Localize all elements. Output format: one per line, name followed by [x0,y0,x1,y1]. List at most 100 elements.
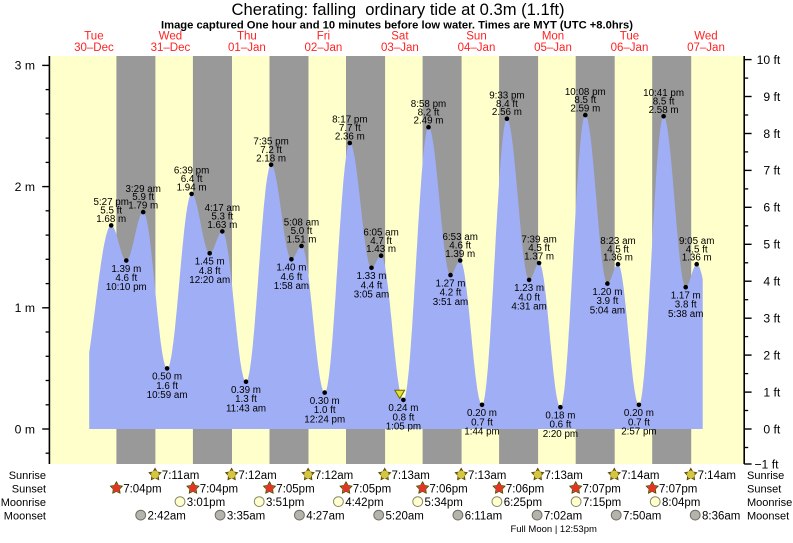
svg-text:Moonset: Moonset [4,510,46,522]
svg-text:7:14am: 7:14am [621,470,659,482]
svg-text:0.7 ft: 0.7 ft [471,417,493,428]
svg-text:5:04 am: 5:04 am [590,305,625,316]
svg-text:0.50 m: 0.50 m [152,372,182,383]
svg-text:2.49 m: 2.49 m [414,116,444,127]
svg-text:7:39 am: 7:39 am [521,235,556,246]
svg-text:7:05pm: 7:05pm [276,483,314,495]
svg-text:5.9 ft: 5.9 ft [132,192,154,203]
svg-text:7:15pm: 7:15pm [583,497,621,509]
svg-text:7:14am: 7:14am [698,470,736,482]
svg-text:Wed: Wed [694,30,717,42]
svg-text:3.8 ft: 3.8 ft [675,300,697,311]
svg-text:1.6 ft: 1.6 ft [156,381,178,392]
svg-text:0.8 ft: 0.8 ft [393,412,415,423]
svg-text:7:07pm: 7:07pm [659,483,697,495]
svg-text:8.5 ft: 8.5 ft [574,95,596,106]
svg-text:0.6 ft: 0.6 ft [550,420,572,431]
svg-text:Sat: Sat [391,30,409,42]
svg-text:3:51pm: 3:51pm [266,497,304,509]
svg-text:01–Jan: 01–Jan [228,42,266,54]
svg-text:Moonrise: Moonrise [747,497,792,509]
svg-text:4:17 am: 4:17 am [205,203,240,214]
svg-text:Sunset: Sunset [747,483,781,495]
svg-text:1.39 m: 1.39 m [111,264,141,275]
svg-text:1:58 am: 1:58 am [274,281,309,292]
svg-text:3:29 am: 3:29 am [125,184,160,195]
svg-text:2.18 m: 2.18 m [256,153,286,164]
svg-text:1.36 m: 1.36 m [603,253,633,264]
svg-text:7:50am: 7:50am [623,510,661,522]
svg-text:5.5 ft: 5.5 ft [100,206,122,217]
svg-text:3 ft: 3 ft [763,312,781,326]
svg-text:2:57 pm: 2:57 pm [621,427,656,438]
svg-text:0.18 m: 0.18 m [545,411,575,422]
svg-text:3:05 am: 3:05 am [354,290,389,301]
svg-text:5:27 pm: 5:27 pm [93,197,128,208]
svg-text:1.45 m: 1.45 m [195,257,225,268]
svg-text:1.23 m: 1.23 m [514,283,544,294]
svg-text:2 ft: 2 ft [763,348,781,362]
svg-text:1.39 m: 1.39 m [445,249,475,260]
svg-text:0.20 m: 0.20 m [467,408,497,419]
svg-text:5:34pm: 5:34pm [425,497,463,509]
svg-text:7 ft: 7 ft [763,164,781,178]
svg-text:6:53 am: 6:53 am [442,232,477,243]
svg-text:1.33 m: 1.33 m [357,271,387,282]
svg-text:Sun: Sun [466,30,486,42]
svg-text:8.2 ft: 8.2 ft [418,107,440,118]
svg-text:2.58 m: 2.58 m [649,105,679,116]
svg-text:7:06pm: 7:06pm [429,483,467,495]
svg-text:4:27am: 4:27am [306,510,344,522]
svg-text:Moonset: Moonset [747,510,789,522]
svg-text:07–Jan: 07–Jan [687,42,725,54]
svg-text:4:31 am: 4:31 am [511,302,546,313]
svg-text:6 ft: 6 ft [763,201,781,215]
svg-text:1:05 pm: 1:05 pm [386,422,421,433]
svg-text:04–Jan: 04–Jan [458,42,496,54]
svg-text:8:36am: 8:36am [702,510,740,522]
svg-text:Full Moon | 12:53pm: Full Moon | 12:53pm [510,524,597,535]
svg-text:4:42pm: 4:42pm [345,497,383,509]
svg-text:2.56 m: 2.56 m [492,107,522,118]
svg-text:4.5 ft: 4.5 ft [528,243,550,254]
svg-text:2 m: 2 m [15,180,35,194]
svg-text:Moonrise: Moonrise [1,497,46,509]
svg-text:02–Jan: 02–Jan [305,42,343,54]
svg-text:4.5 ft: 4.5 ft [607,244,629,255]
svg-text:1:44 pm: 1:44 pm [464,427,499,438]
svg-text:0.24 m: 0.24 m [388,403,418,414]
svg-text:1.79 m: 1.79 m [128,201,158,212]
svg-text:4.6 ft: 4.6 ft [115,273,137,284]
svg-text:7:12am: 7:12am [238,470,276,482]
svg-text:3:35am: 3:35am [227,510,265,522]
svg-text:6:05 am: 6:05 am [363,227,398,238]
svg-text:6:11am: 6:11am [465,510,503,522]
svg-text:1.37 m: 1.37 m [524,252,554,263]
svg-text:12:24 pm: 12:24 pm [304,414,345,425]
svg-text:8:17 pm: 8:17 pm [332,115,367,126]
svg-text:7:04pm: 7:04pm [200,483,238,495]
svg-text:10:08 pm: 10:08 pm [565,87,606,98]
svg-text:1.20 m: 1.20 m [592,287,622,298]
svg-text:Thu: Thu [237,30,257,42]
svg-text:5.3 ft: 5.3 ft [211,212,233,223]
svg-text:0 m: 0 m [15,422,35,436]
svg-text:6:25pm: 6:25pm [504,497,542,509]
svg-text:2.36 m: 2.36 m [335,132,365,143]
svg-text:7:05pm: 7:05pm [353,483,391,495]
svg-text:−1 ft: −1 ft [754,457,779,471]
svg-text:1 m: 1 m [15,301,35,315]
svg-text:1.0 ft: 1.0 ft [314,405,336,416]
svg-text:4.7 ft: 4.7 ft [370,236,392,247]
svg-text:7:13am: 7:13am [392,470,430,482]
svg-text:Wed: Wed [159,30,182,42]
svg-text:Tue: Tue [620,30,639,42]
svg-text:31–Dec: 31–Dec [151,42,191,54]
svg-text:0 ft: 0 ft [763,422,781,436]
svg-text:1.40 m: 1.40 m [276,263,306,274]
svg-text:3.9 ft: 3.9 ft [597,296,619,307]
svg-text:7:04pm: 7:04pm [123,483,161,495]
svg-text:7:13am: 7:13am [468,470,506,482]
svg-text:7.7 ft: 7.7 ft [339,123,361,134]
svg-text:03–Jan: 03–Jan [381,42,419,54]
